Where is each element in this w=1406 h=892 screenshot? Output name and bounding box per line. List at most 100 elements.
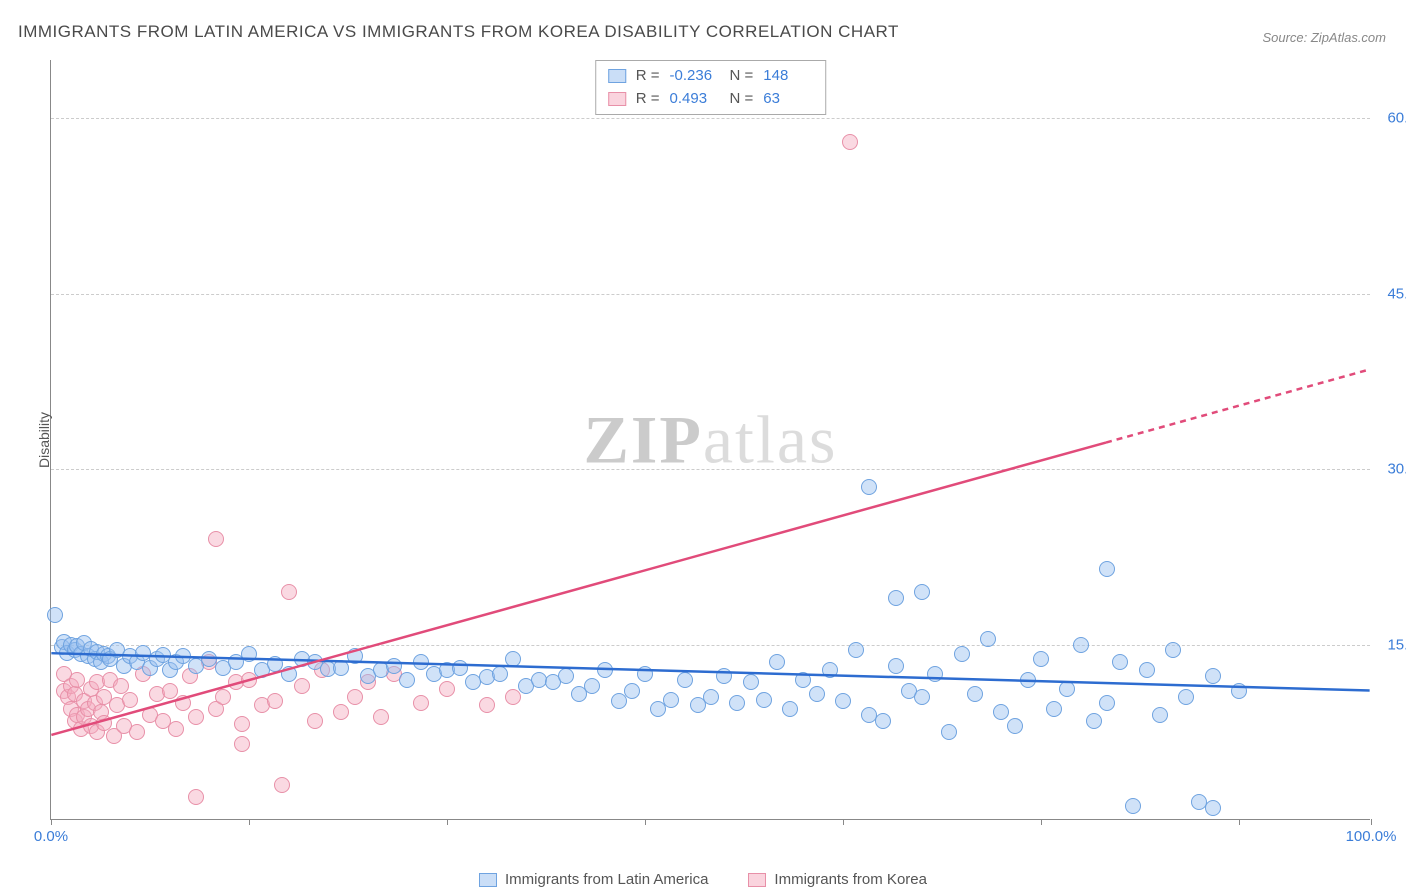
point-series1 <box>888 590 904 606</box>
point-series2 <box>188 709 204 725</box>
point-series1 <box>1165 642 1181 658</box>
point-series1 <box>1073 637 1089 653</box>
swatch-series1 <box>608 69 626 83</box>
point-series1 <box>47 607 63 623</box>
point-series1 <box>558 668 574 684</box>
n-value-series1: 148 <box>763 65 813 88</box>
point-series1 <box>1178 689 1194 705</box>
point-series1 <box>1020 672 1036 688</box>
point-series1 <box>452 660 468 676</box>
point-series1 <box>822 662 838 678</box>
point-series2 <box>234 736 250 752</box>
point-series1 <box>980 631 996 647</box>
point-series1 <box>1205 668 1221 684</box>
point-series1 <box>1033 651 1049 667</box>
swatch-series2 <box>608 92 626 106</box>
x-tick <box>1371 819 1372 825</box>
point-series2 <box>413 695 429 711</box>
point-series2 <box>333 704 349 720</box>
n-label: N = <box>730 65 754 88</box>
point-series1 <box>1086 713 1102 729</box>
point-series1 <box>848 642 864 658</box>
point-series1 <box>399 672 415 688</box>
stats-box: R = -0.236 N = 148 R = 0.493 N = 63 <box>595 60 827 115</box>
point-series1 <box>1046 701 1062 717</box>
point-series2 <box>294 678 310 694</box>
point-series1 <box>1099 561 1115 577</box>
r-value-series2: 0.493 <box>670 88 720 111</box>
legend-item-series1: Immigrants from Latin America <box>479 871 708 888</box>
point-series1 <box>333 660 349 676</box>
point-series1 <box>1205 800 1221 816</box>
point-series2 <box>208 531 224 547</box>
x-tick <box>645 819 646 825</box>
point-series1 <box>1099 695 1115 711</box>
r-label: R = <box>636 88 660 111</box>
point-series1 <box>875 713 891 729</box>
point-series1 <box>663 692 679 708</box>
point-series1 <box>1059 681 1075 697</box>
point-series1 <box>1139 662 1155 678</box>
scatter-points <box>51 60 1370 819</box>
point-series1 <box>769 654 785 670</box>
x-tick <box>51 819 52 825</box>
x-tick-label: 0.0% <box>34 828 68 845</box>
point-series1 <box>1007 718 1023 734</box>
point-series2 <box>188 789 204 805</box>
point-series1 <box>861 479 877 495</box>
point-series1 <box>914 584 930 600</box>
x-tick <box>447 819 448 825</box>
point-series1 <box>914 689 930 705</box>
legend-item-series2: Immigrants from Korea <box>748 871 927 888</box>
stat-row-series1: R = -0.236 N = 148 <box>608 65 814 88</box>
point-series1 <box>967 686 983 702</box>
point-series1 <box>941 724 957 740</box>
point-series1 <box>281 666 297 682</box>
y-axis-title: Disability <box>36 411 52 467</box>
point-series2 <box>347 689 363 705</box>
point-series1 <box>888 658 904 674</box>
source-link[interactable]: ZipAtlas.com <box>1311 30 1386 45</box>
point-series2 <box>162 683 178 699</box>
point-series1 <box>954 646 970 662</box>
stat-row-series2: R = 0.493 N = 63 <box>608 88 814 111</box>
source-prefix: Source: <box>1262 30 1310 45</box>
point-series1 <box>703 689 719 705</box>
x-tick <box>249 819 250 825</box>
y-tick-label: 60.0% <box>1375 110 1406 127</box>
point-series1 <box>597 662 613 678</box>
legend-swatch-series2 <box>748 873 766 887</box>
point-series1 <box>637 666 653 682</box>
point-series1 <box>743 674 759 690</box>
point-series1 <box>782 701 798 717</box>
point-series1 <box>1112 654 1128 670</box>
point-series1 <box>241 646 257 662</box>
point-series1 <box>927 666 943 682</box>
x-tick <box>1041 819 1042 825</box>
point-series2 <box>373 709 389 725</box>
plot-area: Disability ZIPatlas 15.0%30.0%45.0%60.0%… <box>50 60 1370 820</box>
point-series1 <box>492 666 508 682</box>
legend-swatch-series1 <box>479 873 497 887</box>
point-series2 <box>479 697 495 713</box>
point-series1 <box>505 651 521 667</box>
r-label: R = <box>636 65 660 88</box>
point-series2 <box>168 721 184 737</box>
point-series2 <box>122 692 138 708</box>
source-attribution: Source: ZipAtlas.com <box>1262 30 1386 45</box>
x-tick-label: 100.0% <box>1346 828 1397 845</box>
point-series2 <box>129 724 145 740</box>
n-value-series2: 63 <box>763 88 813 111</box>
point-series2 <box>175 695 191 711</box>
point-series2 <box>439 681 455 697</box>
point-series1 <box>835 693 851 709</box>
legend-label-series1: Immigrants from Latin America <box>505 871 708 888</box>
point-series2 <box>215 689 231 705</box>
point-series2 <box>281 584 297 600</box>
point-series1 <box>729 695 745 711</box>
bottom-legend: Immigrants from Latin America Immigrants… <box>0 871 1406 888</box>
point-series1 <box>1152 707 1168 723</box>
point-series1 <box>809 686 825 702</box>
point-series1 <box>716 668 732 684</box>
y-tick-label: 15.0% <box>1375 636 1406 653</box>
